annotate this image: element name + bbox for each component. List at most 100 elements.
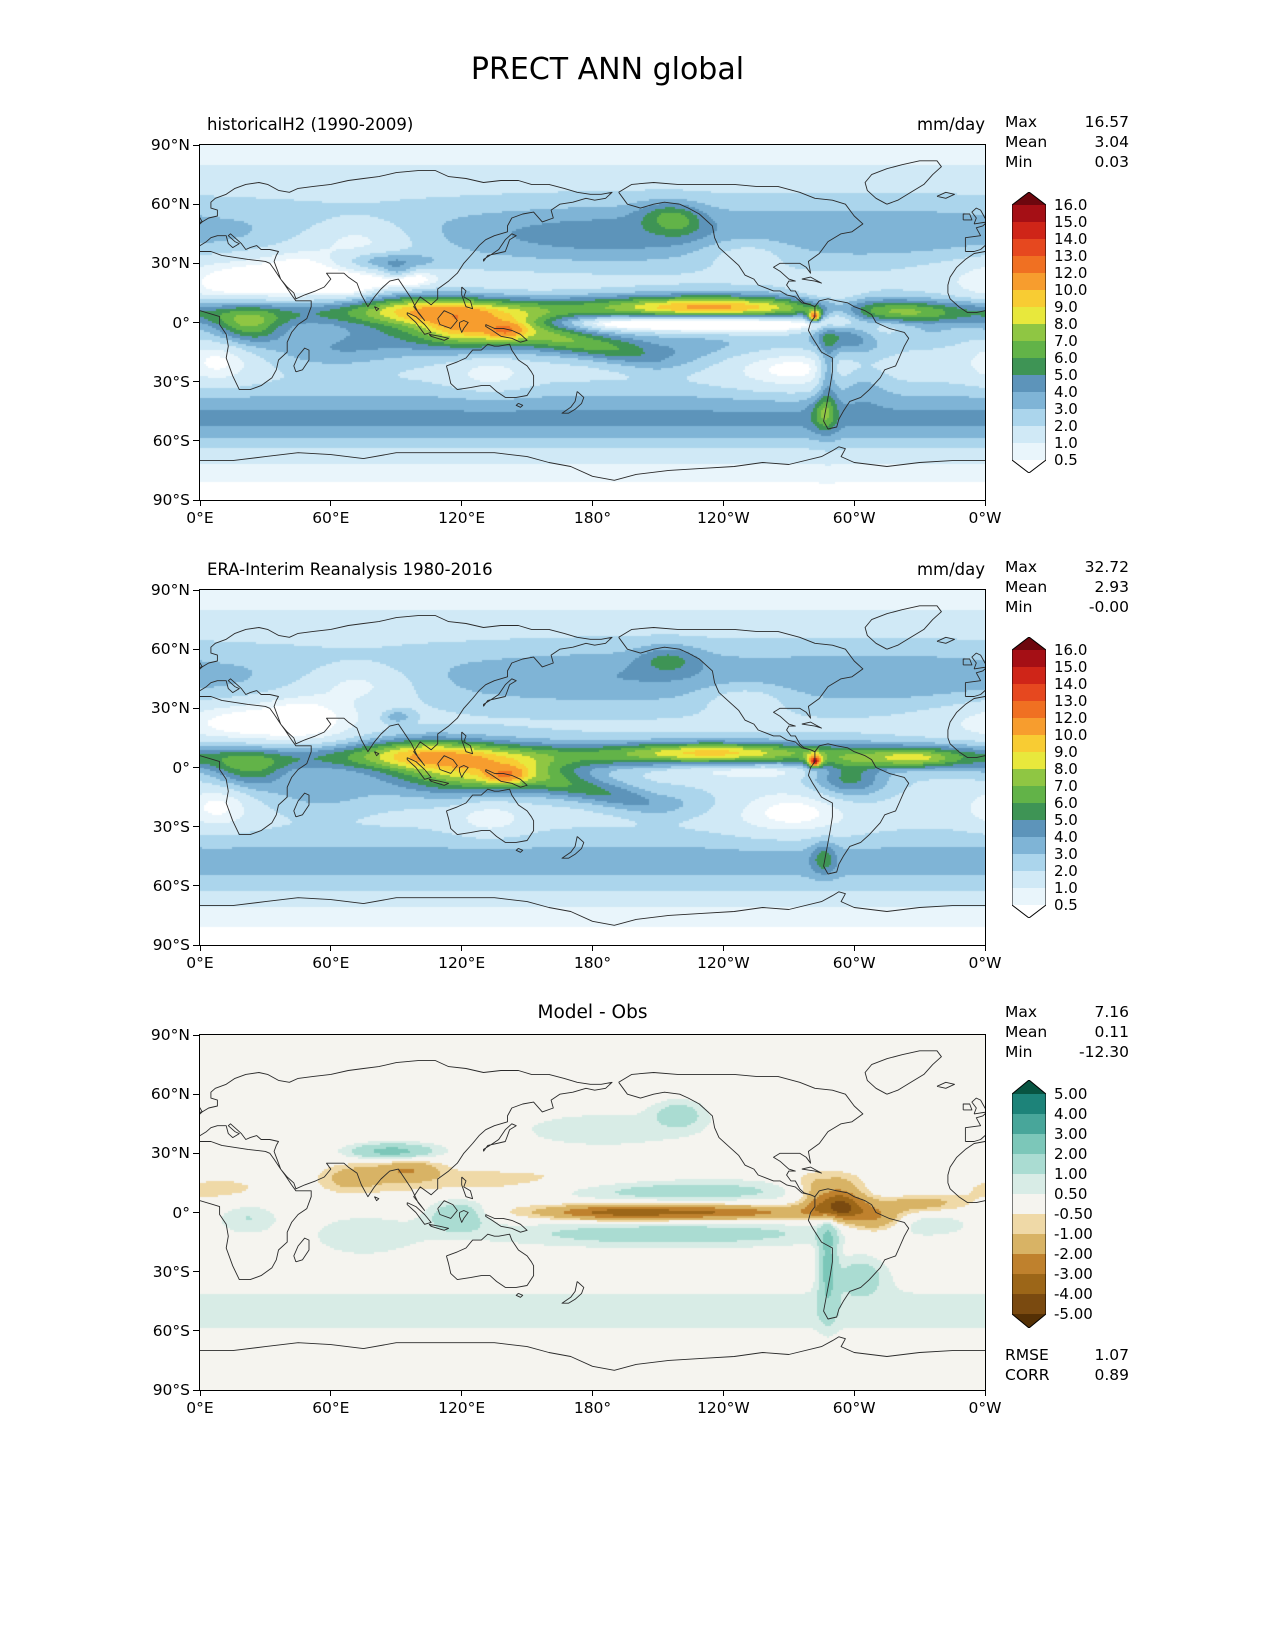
lon-tick-label: 120°W bbox=[696, 954, 750, 972]
axis-tick bbox=[193, 767, 199, 768]
lat-tick-label: 0° bbox=[172, 1203, 190, 1222]
colorbar-tick-label: 2.0 bbox=[1054, 862, 1078, 880]
stat-label-max: Max bbox=[1005, 558, 1038, 576]
lat-tick-label: 60°N bbox=[150, 640, 190, 659]
lon-tick-label: 180° bbox=[573, 1399, 612, 1417]
axis-tick bbox=[853, 1391, 855, 1396]
lon-tick-label: 120°W bbox=[696, 509, 750, 527]
lon-tick-label: 60°W bbox=[832, 509, 876, 527]
stat-value-min: 0.03 bbox=[1094, 153, 1129, 171]
lat-tick-label: 60°N bbox=[150, 195, 190, 214]
axis-tick bbox=[984, 1391, 986, 1396]
colorbar-tick-label: 7.0 bbox=[1054, 777, 1078, 795]
lon-tick-label: 120°E bbox=[438, 1399, 486, 1417]
panel-title-diff: Model - Obs bbox=[537, 1002, 648, 1023]
figure-title: PRECT ANN global bbox=[470, 52, 745, 87]
stat-label-max: Max bbox=[1005, 1003, 1038, 1021]
stat-label-min: Min bbox=[1005, 598, 1033, 616]
axis-tick bbox=[461, 1391, 463, 1396]
stats-block-diff: Max 7.16 Mean 0.11 Min -12.30 bbox=[1005, 1002, 1129, 1062]
axis-tick bbox=[853, 946, 855, 951]
colorbar-tick-label: 0.5 bbox=[1054, 896, 1078, 914]
axis-tick bbox=[722, 946, 724, 951]
stat-label-min: Min bbox=[1005, 1043, 1033, 1061]
map-model bbox=[199, 144, 986, 501]
panel-title-obs: ERA-Interim Reanalysis 1980-2016 bbox=[207, 560, 493, 579]
colorbar-tick-label: 13.0 bbox=[1054, 692, 1088, 710]
axis-tick bbox=[193, 1093, 199, 1095]
axis-tick bbox=[592, 501, 593, 506]
axis-tick bbox=[853, 501, 855, 506]
axis-tick bbox=[193, 1389, 199, 1391]
lat-tick-label: 30°N bbox=[150, 699, 190, 718]
lat-tick-label: 90°S bbox=[152, 491, 190, 509]
axis-tick bbox=[193, 381, 199, 383]
axis-tick bbox=[193, 1330, 199, 1332]
axis-tick bbox=[330, 501, 332, 506]
colorbar-tick-label: 15.0 bbox=[1054, 658, 1088, 676]
axis-tick bbox=[193, 826, 199, 828]
panel-title-model: historicalH2 (1990-2009) bbox=[207, 115, 414, 134]
lon-tick-label: 60°E bbox=[312, 1399, 350, 1417]
axis-tick bbox=[330, 1391, 332, 1396]
colorbar-tick-label: 12.0 bbox=[1054, 264, 1088, 282]
colorbar-tick-label: -0.50 bbox=[1054, 1205, 1093, 1223]
coastline-path bbox=[200, 605, 985, 926]
stat-label-mean: Mean bbox=[1005, 578, 1048, 596]
axis-tick bbox=[193, 885, 199, 887]
colorbar-tick-label: 3.00 bbox=[1054, 1125, 1088, 1143]
lat-tick-label: 0° bbox=[172, 313, 190, 332]
coastline-path bbox=[200, 160, 985, 481]
lat-tick-label: 60°S bbox=[152, 431, 190, 450]
axis-tick bbox=[193, 589, 199, 591]
lon-tick-label: 60°E bbox=[312, 509, 350, 527]
axis-tick bbox=[722, 501, 724, 506]
stat-value-mean: 0.11 bbox=[1094, 1023, 1129, 1041]
colorbar-tick-label: 5.00 bbox=[1054, 1085, 1088, 1103]
stat-label-rmse: RMSE bbox=[1005, 1346, 1049, 1364]
axis-tick bbox=[193, 1271, 199, 1273]
colorbar-tick-label: 1.0 bbox=[1054, 434, 1078, 452]
lon-tick-label: 0°W bbox=[968, 509, 1002, 527]
axis-tick bbox=[193, 440, 199, 442]
lon-tick-label: 0°E bbox=[186, 954, 214, 972]
lat-tick-label: 60°N bbox=[150, 1085, 190, 1104]
colorbar-tick-label: 1.0 bbox=[1054, 879, 1078, 897]
lon-tick-label: 0°E bbox=[186, 1399, 214, 1417]
colorbar-tick-label: 1.00 bbox=[1054, 1165, 1088, 1183]
lat-tick-label: 60°S bbox=[152, 876, 190, 895]
stat-row: RMSE 1.07 bbox=[1005, 1345, 1129, 1365]
stat-label-corr: CORR bbox=[1005, 1366, 1050, 1384]
colorbar-tick-label: 10.0 bbox=[1054, 281, 1088, 299]
stat-value-rmse: 1.07 bbox=[1094, 1346, 1129, 1364]
lon-tick-label: 120°W bbox=[696, 1399, 750, 1417]
colorbar-tick-label: 7.0 bbox=[1054, 332, 1078, 350]
colorbar-precip-model: 0.5 1.0 2.0 3.0 4.0 5.0 6.0 7.0 8.0 9.0 10.0 12.0 13… bbox=[1011, 191, 1142, 477]
coastline-overlay bbox=[200, 605, 985, 926]
axis-tick bbox=[461, 946, 463, 951]
stat-value-min: -0.00 bbox=[1088, 598, 1129, 616]
colorbar-tick-label: 5.0 bbox=[1054, 366, 1078, 384]
stat-value-corr: 0.89 bbox=[1094, 1366, 1129, 1384]
stats-block-model: Max 16.57 Mean 3.04 Min 0.03 bbox=[1005, 112, 1129, 172]
stats-block-obs: Max 32.72 Mean 2.93 Min -0.00 bbox=[1005, 557, 1129, 617]
stat-row: Mean 2.93 bbox=[1005, 577, 1129, 597]
map-diff bbox=[199, 1034, 986, 1391]
stat-row: Max 16.57 bbox=[1005, 112, 1129, 132]
colorbar-tick-label: 13.0 bbox=[1054, 247, 1088, 265]
lat-tick-label: 30°S bbox=[152, 1262, 190, 1281]
lon-tick-label: 60°W bbox=[832, 1399, 876, 1417]
colorbar-tick-label: 9.0 bbox=[1054, 743, 1078, 761]
colorbar-tick-label: -3.00 bbox=[1054, 1265, 1093, 1283]
colorbar-tick-label: 3.0 bbox=[1054, 400, 1078, 418]
colorbar-tick-label: 8.0 bbox=[1054, 760, 1078, 778]
coastline-overlay bbox=[200, 1050, 985, 1371]
lat-tick-label: 90°N bbox=[150, 136, 190, 154]
stat-value-mean: 3.04 bbox=[1094, 133, 1129, 151]
axis-tick bbox=[193, 322, 199, 323]
axis-tick bbox=[984, 946, 986, 951]
lon-tick-label: 60°W bbox=[832, 954, 876, 972]
stat-value-max: 32.72 bbox=[1084, 558, 1129, 576]
lat-tick-label: 90°S bbox=[152, 936, 190, 954]
